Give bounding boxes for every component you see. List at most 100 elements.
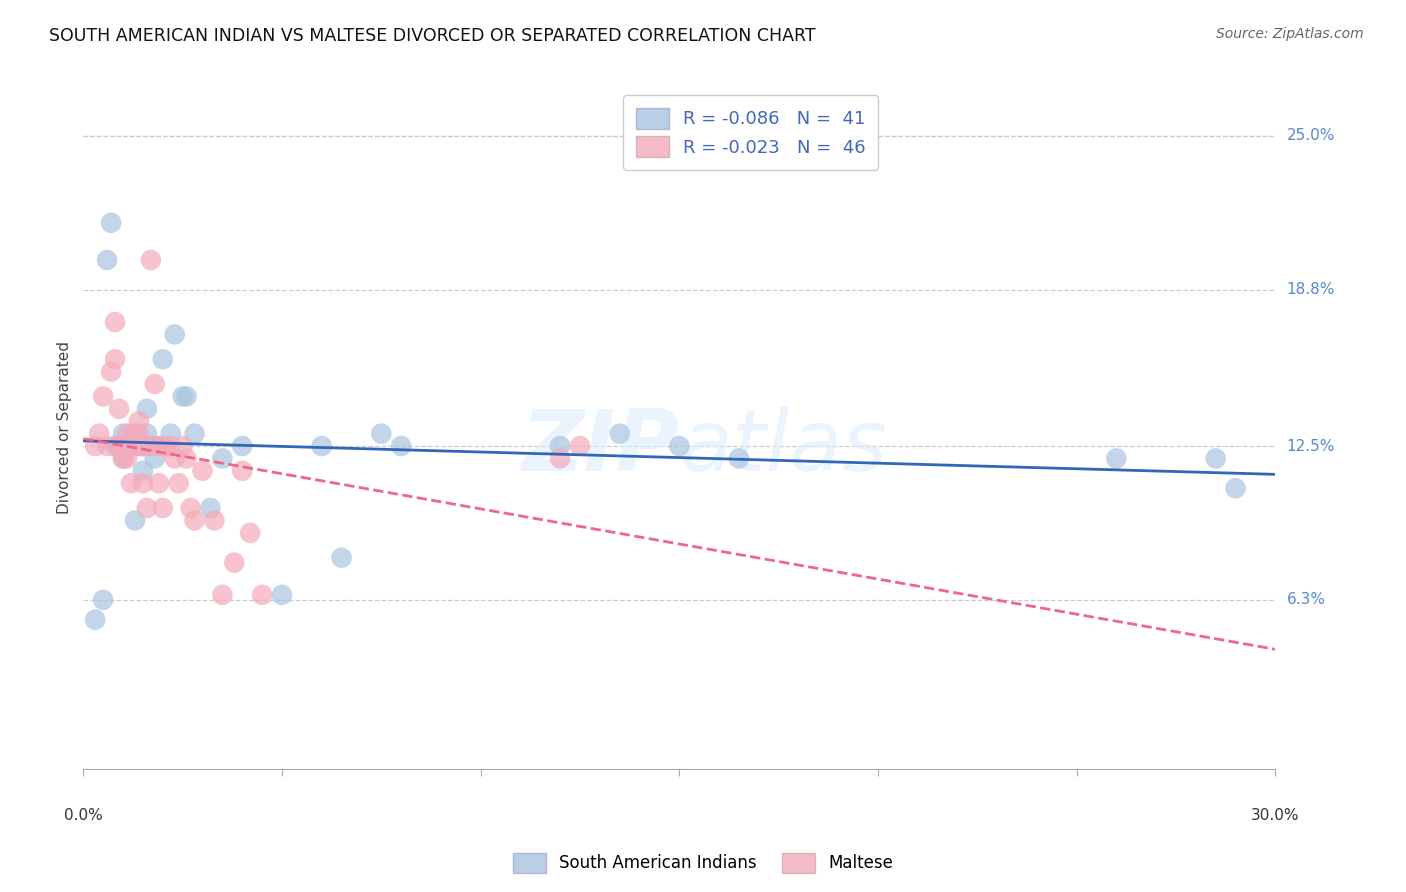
Text: SOUTH AMERICAN INDIAN VS MALTESE DIVORCED OR SEPARATED CORRELATION CHART: SOUTH AMERICAN INDIAN VS MALTESE DIVORCE… (49, 27, 815, 45)
Point (330, 550, 353, 565)
Point (271, 588, 294, 602)
Point (159, 439, 181, 453)
Text: 25.0%: 25.0% (1286, 128, 1334, 144)
Point (128, 426, 150, 441)
Point (111, 426, 134, 441)
Point (100, 365, 122, 379)
Point (135, 439, 157, 453)
Point (176, 451, 198, 466)
Point (128, 414, 150, 428)
Point (1105, 451, 1128, 466)
Point (152, 352, 174, 367)
Point (163, 451, 186, 466)
Point (224, 556, 246, 570)
Point (311, 439, 333, 453)
Point (172, 389, 194, 403)
Point (728, 451, 751, 466)
Point (183, 426, 205, 441)
Point (84, 439, 107, 453)
Point (211, 451, 233, 466)
Text: 6.3%: 6.3% (1286, 592, 1326, 607)
Point (148, 476, 170, 491)
Point (108, 401, 131, 416)
Point (231, 439, 253, 453)
Point (200, 501, 222, 516)
Point (104, 439, 127, 453)
Point (143, 377, 166, 392)
Point (152, 439, 174, 453)
Point (668, 439, 690, 453)
Point (135, 401, 157, 416)
Point (91, 592, 114, 607)
Point (1205, 451, 1227, 466)
Point (111, 451, 134, 466)
Legend: South American Indians, Maltese: South American Indians, Maltese (506, 847, 900, 880)
Text: ZIP: ZIP (522, 407, 679, 490)
Point (96, 252, 118, 267)
Point (239, 525, 262, 540)
Point (124, 439, 146, 453)
Point (111, 439, 134, 453)
Point (132, 476, 155, 491)
Point (124, 513, 146, 527)
Point (172, 439, 194, 453)
Point (159, 426, 181, 441)
Point (191, 464, 214, 478)
Point (139, 439, 162, 453)
Point (124, 426, 146, 441)
Text: 18.8%: 18.8% (1286, 282, 1334, 297)
Text: atlas: atlas (679, 407, 887, 490)
Point (143, 439, 166, 453)
Point (370, 426, 392, 441)
Point (91, 389, 114, 403)
Point (148, 439, 170, 453)
Legend: R = -0.086   N =  41, R = -0.023   N =  46: R = -0.086 N = 41, R = -0.023 N = 46 (623, 95, 879, 169)
Point (183, 513, 205, 527)
Point (111, 451, 134, 466)
Point (108, 439, 131, 453)
Point (128, 439, 150, 453)
Point (568, 439, 591, 453)
Point (100, 216, 122, 230)
Point (108, 439, 131, 453)
Point (84, 613, 107, 627)
Point (548, 439, 571, 453)
Point (609, 426, 631, 441)
Point (202, 513, 225, 527)
Point (152, 501, 174, 516)
Point (231, 464, 253, 478)
Point (250, 588, 273, 602)
Text: 0.0%: 0.0% (63, 808, 103, 823)
Point (124, 426, 146, 441)
Text: 30.0%: 30.0% (1251, 808, 1299, 823)
Point (180, 501, 202, 516)
Point (211, 588, 233, 602)
Point (167, 476, 190, 491)
Point (135, 501, 157, 516)
Point (163, 327, 186, 342)
Point (389, 439, 412, 453)
Point (1225, 481, 1247, 495)
Text: 12.5%: 12.5% (1286, 439, 1334, 453)
Point (548, 451, 571, 466)
Point (143, 451, 166, 466)
Point (132, 439, 155, 453)
Point (135, 426, 157, 441)
Point (96, 439, 118, 453)
Point (156, 439, 179, 453)
Point (115, 426, 138, 441)
Point (89, 426, 111, 441)
Point (115, 439, 138, 453)
Point (139, 252, 162, 267)
Point (176, 389, 198, 403)
Point (104, 352, 127, 367)
Point (120, 476, 142, 491)
Text: Source: ZipAtlas.com: Source: ZipAtlas.com (1216, 27, 1364, 41)
Point (104, 315, 127, 329)
Point (132, 439, 155, 453)
Point (120, 439, 142, 453)
Point (115, 451, 138, 466)
Y-axis label: Divorced or Separated: Divorced or Separated (58, 341, 72, 514)
Point (132, 464, 155, 478)
Point (120, 439, 142, 453)
